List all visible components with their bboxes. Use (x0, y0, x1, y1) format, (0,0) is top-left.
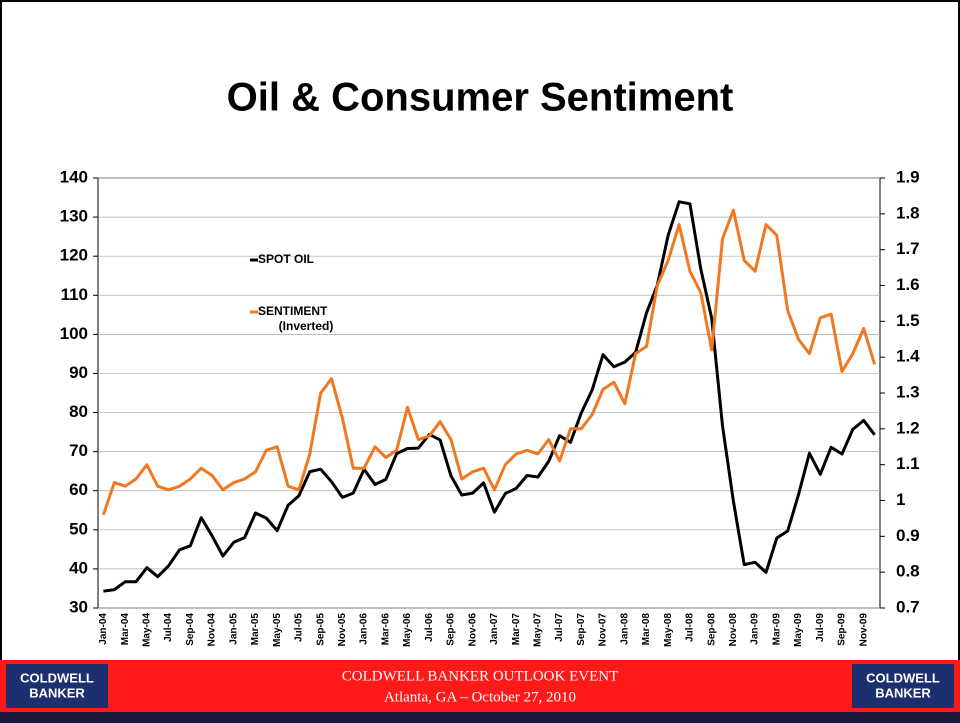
x-tick-label: Sep-07 (576, 613, 587, 646)
y-tick-label: 80 (69, 402, 88, 421)
y-tick-label: 60 (69, 480, 88, 499)
x-tick-label: Mar-06 (380, 613, 391, 646)
y2-tick-label: 1.6 (896, 275, 920, 294)
y-tick-label: 40 (69, 558, 88, 577)
y2-tick-label: 1.2 (896, 418, 920, 437)
y-tick-label: 140 (60, 167, 88, 186)
x-tick-label: Nov-06 (467, 613, 478, 647)
series-line (101, 208, 877, 516)
x-tick-label: Nov-04 (207, 613, 218, 647)
x-tick-label: May-05 (272, 613, 283, 647)
y2-tick-label: 1.5 (896, 311, 920, 330)
x-tick-label: May-06 (402, 613, 413, 647)
legend-note: (Inverted) (279, 319, 334, 333)
x-tick-label: Jul-05 (294, 613, 305, 642)
x-tick-label: Sep-08 (706, 613, 717, 646)
chart-title: Oil & Consumer Sentiment (227, 76, 734, 120)
plot-area (97, 177, 881, 609)
y2-tick-label: 1.4 (896, 347, 920, 366)
legend-label: SENTIMENT (258, 304, 328, 318)
y-tick-label: 100 (60, 324, 88, 343)
x-tick-label: Nov-07 (598, 613, 609, 647)
x-tick-label: Sep-09 (837, 613, 848, 646)
x-tick-label: Jul-09 (815, 613, 826, 642)
footer-text: COLDWELL BANKER OUTLOOK EVENT (342, 668, 618, 684)
x-tick-label: May-04 (142, 613, 153, 647)
logo-right (852, 664, 954, 708)
y2-tick-label: 0.7 (896, 597, 920, 616)
x-tick-label: May-09 (793, 613, 804, 647)
y2-tick-label: 1.1 (896, 454, 920, 473)
x-tick-label: May-08 (663, 613, 674, 647)
logo-text: COLDWELL (866, 670, 940, 685)
y2-tick-label: 1.8 (896, 203, 920, 222)
x-tick-label: Nov-08 (728, 613, 739, 647)
x-tick-label: Jan-07 (489, 613, 500, 645)
y2-tick-label: 1.3 (896, 382, 920, 401)
y-tick-label: 110 (61, 285, 88, 304)
x-tick-label: Jul-08 (685, 613, 696, 642)
x-tick-label: Jan-05 (228, 613, 239, 645)
y-tick-label: 120 (60, 246, 88, 265)
series-line (103, 200, 876, 593)
footer-bar (0, 660, 960, 720)
y-tick-label: 70 (69, 441, 88, 460)
y-tick-label: 30 (69, 597, 88, 616)
x-tick-label: Mar-08 (641, 613, 652, 646)
x-tick-label: Nov-05 (337, 613, 348, 647)
y2-tick-label: 1.7 (896, 239, 920, 258)
footer-text: Atlanta, GA – October 27, 2010 (384, 689, 576, 705)
x-tick-label: Mar-05 (250, 613, 261, 646)
y-tick-label: 130 (60, 207, 88, 226)
y2-tick-label: 0.8 (896, 562, 920, 581)
legend-label: SPOT OIL (258, 252, 314, 266)
logo-text: BANKER (875, 685, 931, 700)
y2-tick-label: 1 (896, 490, 905, 509)
x-tick-label: May-07 (533, 613, 544, 647)
logo-text: BANKER (29, 685, 85, 700)
y-tick-label: 50 (69, 519, 88, 538)
logo-text: COLDWELL (20, 670, 94, 685)
x-tick-label: Nov-09 (858, 613, 869, 647)
y2-tick-label: 1.9 (896, 167, 920, 186)
x-tick-label: Sep-06 (446, 613, 457, 646)
x-tick-label: Sep-05 (315, 613, 326, 646)
y-tick-label: 90 (69, 363, 88, 382)
x-tick-label: Jan-09 (750, 613, 761, 645)
x-tick-label: Jul-07 (554, 613, 565, 642)
x-tick-label: Jan-04 (98, 613, 109, 645)
x-tick-label: Sep-04 (185, 613, 196, 646)
x-tick-label: Mar-04 (120, 613, 131, 646)
x-tick-label: Mar-09 (771, 613, 782, 646)
x-tick-label: Jul-06 (424, 613, 435, 642)
x-tick-label: Jan-06 (359, 613, 370, 645)
footer-strip (0, 712, 960, 723)
logo-left (6, 664, 108, 708)
y2-tick-label: 0.9 (896, 526, 920, 545)
x-tick-label: Jul-04 (163, 613, 174, 642)
x-tick-label: Jan-08 (619, 613, 630, 645)
x-tick-label: Mar-07 (511, 613, 522, 646)
